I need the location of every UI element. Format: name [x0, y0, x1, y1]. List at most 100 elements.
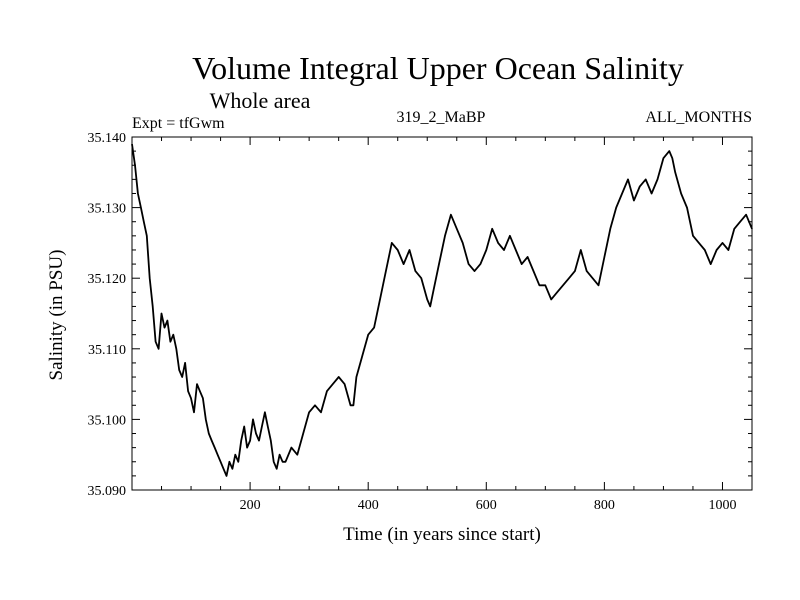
- data-point: [716, 249, 718, 251]
- data-point: [668, 150, 670, 152]
- data-point: [468, 263, 470, 265]
- data-point: [414, 270, 416, 272]
- data-point: [296, 454, 298, 456]
- data-point: [473, 270, 476, 272]
- data-point: [367, 334, 369, 336]
- data-point: [261, 425, 263, 428]
- data-point: [246, 447, 248, 449]
- x-axis-label: Time (in years since start): [343, 524, 541, 545]
- data-point: [462, 242, 464, 244]
- data-point: [420, 277, 422, 279]
- run-label: 319_2_MaBP: [397, 109, 486, 126]
- data-point: [385, 270, 387, 272]
- data-point: [733, 228, 735, 230]
- data-point: [146, 235, 148, 237]
- data-point: [225, 475, 228, 477]
- data-point: [332, 383, 334, 385]
- data-point: [597, 284, 600, 286]
- data-point: [456, 228, 458, 230]
- data-point: [671, 157, 673, 159]
- data-point: [284, 461, 287, 463]
- data-point: [491, 228, 493, 230]
- data-point: [645, 178, 647, 180]
- data-point: [290, 447, 292, 449]
- data-point: [556, 291, 558, 293]
- data-point: [432, 291, 434, 293]
- data-point: [249, 440, 251, 442]
- data-point: [344, 383, 346, 385]
- data-point: [276, 468, 278, 470]
- y-tick-label: 35.120: [88, 272, 127, 287]
- data-point: [503, 249, 505, 251]
- y-tick-label: 35.090: [88, 484, 127, 499]
- data-point: [163, 327, 166, 329]
- data-point: [131, 143, 133, 145]
- x-tick-label: 200: [240, 498, 261, 513]
- data-point: [627, 178, 629, 180]
- y-tick-label: 35.140: [88, 131, 127, 146]
- data-point: [615, 207, 617, 209]
- data-point: [172, 334, 174, 336]
- data-point: [175, 348, 177, 350]
- data-point: [521, 263, 523, 265]
- data-point: [267, 425, 269, 428]
- y-axis-label: Salinity (in PSU): [46, 250, 67, 381]
- chart-title: Volume Integral Upper Ocean Salinity: [192, 50, 684, 86]
- data-point: [143, 221, 145, 223]
- data-point: [282, 461, 284, 463]
- data-point: [674, 171, 676, 173]
- data-point: [349, 404, 352, 406]
- data-point: [527, 256, 529, 258]
- data-point: [485, 249, 487, 251]
- data-point: [214, 447, 216, 449]
- data-point: [355, 376, 357, 378]
- data-point: [662, 157, 665, 159]
- data-point: [656, 178, 659, 180]
- data-point: [320, 411, 322, 413]
- data-point: [169, 341, 171, 343]
- data-point: [279, 454, 281, 456]
- data-point: [205, 418, 207, 420]
- x-tick-label: 800: [594, 498, 615, 513]
- data-point: [609, 228, 611, 230]
- data-point: [302, 432, 304, 435]
- data-point: [252, 418, 254, 420]
- data-point: [698, 242, 700, 244]
- data-point: [222, 468, 225, 470]
- data-point: [532, 270, 535, 272]
- data-point: [152, 305, 154, 307]
- data-point: [202, 397, 204, 399]
- data-point: [397, 249, 399, 251]
- data-point: [155, 341, 157, 343]
- data-point: [134, 164, 136, 166]
- data-point: [438, 263, 440, 265]
- data-point: [550, 298, 552, 300]
- data-point: [544, 284, 546, 286]
- chart-subtitle: Whole area: [210, 88, 311, 113]
- data-point: [240, 440, 242, 442]
- y-tick-label: 35.130: [88, 202, 127, 217]
- data-point: [651, 192, 653, 195]
- data-point: [217, 454, 219, 456]
- data-point: [264, 411, 266, 413]
- y-tick-label: 35.100: [88, 413, 127, 428]
- data-point: [273, 461, 275, 463]
- data-point: [326, 390, 328, 392]
- data-point: [361, 355, 363, 357]
- data-point: [231, 468, 233, 470]
- data-point: [160, 312, 163, 315]
- data-point: [184, 362, 186, 364]
- data-point: [137, 192, 139, 195]
- data-point: [751, 228, 753, 230]
- data-point: [391, 242, 393, 244]
- data-point: [258, 440, 260, 442]
- data-point: [686, 207, 688, 209]
- data-point: [149, 277, 151, 279]
- data-point: [450, 214, 452, 216]
- data-point: [199, 390, 201, 392]
- data-point: [196, 383, 198, 385]
- data-point: [727, 249, 730, 251]
- data-point: [181, 376, 183, 378]
- data-point: [509, 235, 511, 237]
- data-point: [562, 284, 564, 286]
